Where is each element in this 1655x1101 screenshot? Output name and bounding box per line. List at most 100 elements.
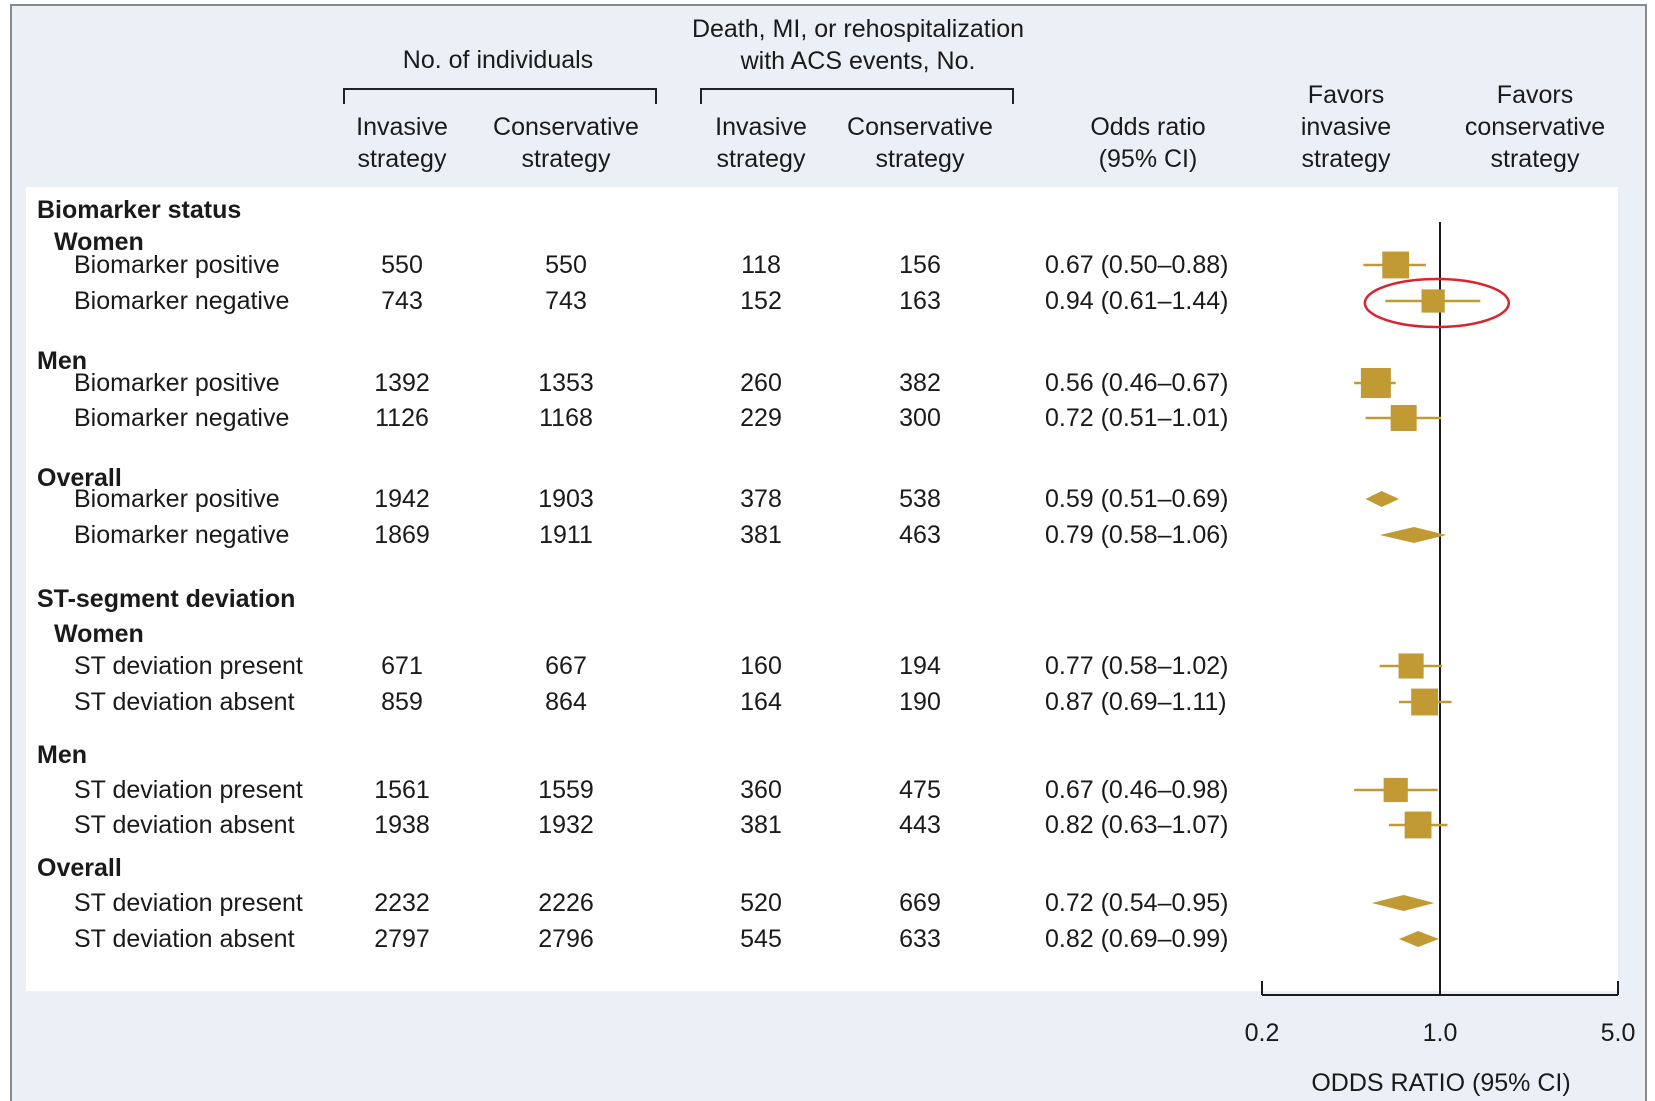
group-overall: Overall <box>37 854 122 882</box>
cell-invasive-individuals: 1869 <box>374 521 430 549</box>
cell-conservative-individuals: 667 <box>545 652 587 680</box>
estimate-diamond <box>1371 895 1435 911</box>
section-st-segment-deviation: ST-segment deviation <box>37 585 296 613</box>
estimate-square <box>1382 251 1410 279</box>
tick-label-1.0: 1.0 <box>1422 1019 1458 1047</box>
cell-invasive-events: 229 <box>740 404 782 432</box>
favors-invasive-l3: strategy <box>1301 145 1391 173</box>
col-inv-n-l2: strategy <box>357 145 447 173</box>
highlight-ellipse <box>1363 277 1511 329</box>
col-con-n-l1: Conservative <box>493 113 639 141</box>
cell-invasive-individuals: 2797 <box>374 925 430 953</box>
estimate-square <box>1421 289 1445 313</box>
cell-invasive-events: 360 <box>740 776 782 804</box>
estimate-square <box>1390 405 1417 431</box>
bracket-events <box>700 88 1014 104</box>
cell-conservative-events: 463 <box>899 521 941 549</box>
row-label: ST deviation absent <box>74 811 295 839</box>
cell-conservative-individuals: 550 <box>545 251 587 279</box>
cell-conservative-individuals: 864 <box>545 688 587 716</box>
row-label: ST deviation present <box>74 776 303 804</box>
bracket-individuals <box>343 88 657 104</box>
row-label: ST deviation absent <box>74 688 295 716</box>
cell-conservative-events: 194 <box>899 652 941 680</box>
cell-invasive-events: 160 <box>740 652 782 680</box>
cell-odds-ratio: 0.56 (0.46–0.67) <box>1045 369 1229 397</box>
group-overall: Overall <box>37 464 122 492</box>
favors-invasive-l2: invasive <box>1300 113 1392 141</box>
cell-invasive-events: 378 <box>740 485 782 513</box>
group-women: Women <box>54 620 144 648</box>
cell-odds-ratio: 0.67 (0.50–0.88) <box>1045 251 1229 279</box>
group-men: Men <box>37 347 87 375</box>
cell-invasive-events: 381 <box>740 811 782 839</box>
cell-conservative-individuals: 1353 <box>538 369 594 397</box>
cell-invasive-events: 381 <box>740 521 782 549</box>
estimate-square <box>1360 368 1391 398</box>
cell-invasive-individuals: 671 <box>381 652 423 680</box>
cell-conservative-events: 300 <box>899 404 941 432</box>
cell-odds-ratio: 0.72 (0.51–1.01) <box>1045 404 1229 432</box>
col-con-e-l2: strategy <box>875 145 965 173</box>
cell-conservative-events: 669 <box>899 889 941 917</box>
cell-conservative-individuals: 2796 <box>538 925 594 953</box>
cell-conservative-individuals: 1559 <box>538 776 594 804</box>
estimate-diamond <box>1379 527 1447 543</box>
cell-invasive-events: 164 <box>740 688 782 716</box>
col-inv-e-l2: strategy <box>716 145 806 173</box>
cell-odds-ratio: 0.87 (0.69–1.11) <box>1045 688 1227 716</box>
row-label: Biomarker positive <box>74 251 280 279</box>
cell-invasive-events: 260 <box>740 369 782 397</box>
col-inv-n-l1: Invasive <box>356 113 448 141</box>
favors-conservative-l1: Favors <box>1496 81 1574 109</box>
cell-odds-ratio: 0.82 (0.69–0.99) <box>1045 925 1229 953</box>
row-label: ST deviation absent <box>74 925 295 953</box>
cell-invasive-individuals: 1561 <box>374 776 430 804</box>
favors-conservative-l3: strategy <box>1490 145 1580 173</box>
cell-odds-ratio: 0.67 (0.46–0.98) <box>1045 776 1229 804</box>
cell-conservative-events: 382 <box>899 369 941 397</box>
row-label: Biomarker negative <box>74 287 290 315</box>
row-label: ST deviation present <box>74 652 303 680</box>
cell-invasive-events: 520 <box>740 889 782 917</box>
cell-conservative-events: 443 <box>899 811 941 839</box>
cell-conservative-events: 156 <box>899 251 941 279</box>
group-men: Men <box>37 741 87 769</box>
cell-conservative-individuals: 2226 <box>538 889 594 917</box>
col-or-l1: Odds ratio <box>1090 113 1206 141</box>
cell-odds-ratio: 0.72 (0.54–0.95) <box>1045 889 1229 917</box>
estimate-square <box>1398 653 1424 679</box>
tick-label-0.2: 0.2 <box>1244 1019 1280 1047</box>
cell-conservative-events: 190 <box>899 688 941 716</box>
cell-invasive-individuals: 1938 <box>374 811 430 839</box>
estimate-diamond <box>1398 931 1439 947</box>
cell-invasive-individuals: 2232 <box>374 889 430 917</box>
cell-odds-ratio: 0.59 (0.51–0.69) <box>1045 485 1229 513</box>
estimate-square <box>1411 688 1439 716</box>
header-events-line1: Death, MI, or rehospitalization <box>691 15 1025 43</box>
cell-conservative-individuals: 1911 <box>539 521 593 549</box>
cell-invasive-events: 545 <box>740 925 782 953</box>
col-con-e-l1: Conservative <box>847 113 993 141</box>
cell-invasive-individuals: 743 <box>381 287 423 315</box>
header-no-individuals: No. of individuals <box>402 46 594 74</box>
cell-conservative-events: 633 <box>899 925 941 953</box>
cell-invasive-individuals: 1126 <box>375 404 429 432</box>
favors-invasive-l1: Favors <box>1307 81 1385 109</box>
estimate-square <box>1383 777 1408 803</box>
cell-invasive-individuals: 859 <box>381 688 423 716</box>
row-label: ST deviation present <box>74 889 303 917</box>
cell-conservative-events: 163 <box>899 287 941 315</box>
table-panel <box>26 187 1618 991</box>
row-label: Biomarker negative <box>74 404 290 432</box>
cell-conservative-individuals: 1903 <box>538 485 594 513</box>
row-label: Biomarker positive <box>74 485 280 513</box>
tick-label-5.0: 5.0 <box>1600 1019 1636 1047</box>
col-or-l2: (95% CI) <box>1098 145 1198 173</box>
row-label: Biomarker negative <box>74 521 290 549</box>
cell-odds-ratio: 0.94 (0.61–1.44) <box>1045 287 1229 315</box>
cell-odds-ratio: 0.82 (0.63–1.07) <box>1045 811 1229 839</box>
cell-invasive-events: 152 <box>740 287 782 315</box>
cell-conservative-events: 538 <box>899 485 941 513</box>
